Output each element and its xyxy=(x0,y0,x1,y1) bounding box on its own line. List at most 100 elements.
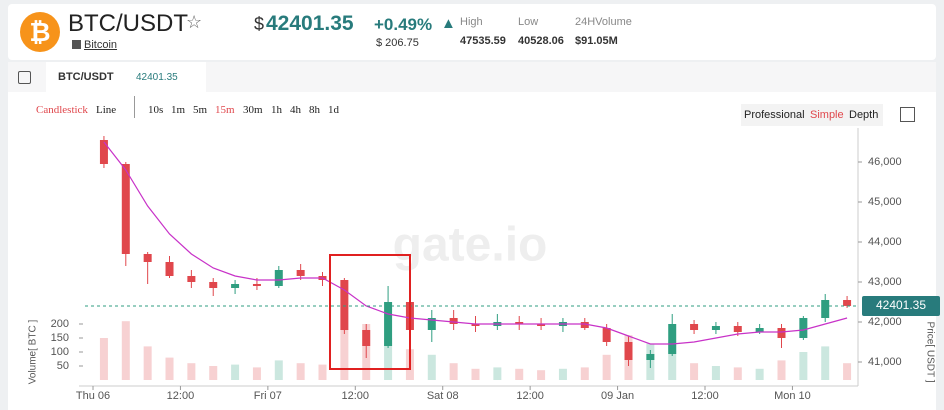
last-price: 42401.35 xyxy=(266,12,354,35)
tab-pair: BTC/USDT xyxy=(58,71,114,83)
tab[interactable]: BTC/USDT 42401.35 xyxy=(46,62,206,92)
candle-body xyxy=(449,318,458,324)
header: ₿ BTC/USDT ☆ Bitcoin $ 42401.35 +0.49% ▲… xyxy=(8,4,936,60)
coin-icon: ₿ xyxy=(20,12,60,52)
candle-body xyxy=(821,300,830,318)
interval-button[interactable]: 1d xyxy=(328,104,339,116)
candle-body xyxy=(274,270,283,286)
y-tick-label: 42,000 xyxy=(868,316,902,328)
chart-card: Candlestick Line 10s 1m 5m 15m 30m 1h 4h 8h 1d Prof… xyxy=(8,92,936,410)
fullscreen-button[interactable] xyxy=(900,107,915,122)
interval-button[interactable]: 15m xyxy=(215,104,235,116)
volume-bar xyxy=(755,368,764,380)
candle-body xyxy=(668,324,677,354)
change-percent: +0.49% xyxy=(374,15,433,34)
volume-bar xyxy=(558,368,567,380)
separator xyxy=(134,96,135,118)
volume-bar xyxy=(537,370,546,380)
candle-body xyxy=(296,270,305,276)
y-tick-label: 46,000 xyxy=(868,156,902,168)
volume-bar xyxy=(471,368,480,380)
candle-body xyxy=(843,300,852,306)
volume-bar xyxy=(274,360,283,380)
y-tick-label: 41,000 xyxy=(868,356,902,368)
candle-body xyxy=(165,262,174,276)
volume-bar xyxy=(711,366,720,380)
volume-bar xyxy=(340,329,349,380)
tab-bar: BTC/USDT 42401.35 xyxy=(8,62,936,92)
volume-bar xyxy=(384,338,393,380)
x-tick-label: 12:00 xyxy=(691,390,719,402)
view-button[interactable]: Professional xyxy=(744,109,805,121)
volume-value: $91.05M xyxy=(575,35,618,47)
volume-bar xyxy=(143,346,152,380)
candle-body xyxy=(362,330,371,346)
volume-bar xyxy=(427,354,436,380)
interval-button[interactable]: 10s xyxy=(148,104,164,116)
candle-body xyxy=(711,326,720,330)
volume-bar xyxy=(821,346,830,380)
price-axis-title: Price[ USDT ] xyxy=(924,322,935,383)
candle-body xyxy=(471,324,480,326)
volume-bar xyxy=(515,368,524,380)
volume-bar xyxy=(843,363,852,380)
last-price-label: 42401.35 xyxy=(876,298,926,312)
interval-button[interactable]: 4h xyxy=(290,104,301,116)
candle-body xyxy=(777,328,786,338)
change-arrow: ▲ xyxy=(441,15,456,32)
interval-button[interactable]: 5m xyxy=(193,104,208,116)
view-button[interactable]: Depth xyxy=(849,109,879,121)
x-tick-label: 12:00 xyxy=(516,390,544,402)
favorite-star[interactable]: ☆ xyxy=(186,12,203,32)
candle-body xyxy=(755,328,764,332)
last-price-tag xyxy=(862,295,940,316)
highlight-box xyxy=(329,254,411,370)
interval-button[interactable]: 1m xyxy=(171,104,186,116)
low-value: 40528.06 xyxy=(518,35,564,47)
volume-bar xyxy=(668,340,677,380)
candle-body xyxy=(121,164,130,254)
candle-body xyxy=(646,354,655,360)
volume-bar xyxy=(733,367,742,380)
y-tick-label: 44,000 xyxy=(868,236,902,248)
interval-button[interactable]: 1h xyxy=(271,104,282,116)
x-tick-label: Mon 10 xyxy=(774,390,811,402)
low-label: Low xyxy=(518,16,539,28)
volume-bar xyxy=(493,367,502,380)
candle-body xyxy=(427,318,436,330)
x-tick-label: Sat 08 xyxy=(427,390,459,402)
volume-bar xyxy=(449,363,458,380)
volume-bar xyxy=(99,338,108,380)
x-tick-label: Thu 06 xyxy=(76,390,110,402)
interval-button[interactable]: 8h xyxy=(309,104,320,116)
volume-bar xyxy=(777,360,786,380)
candle-body xyxy=(99,140,108,164)
volume-bar xyxy=(690,363,699,380)
x-tick-label: Fri 07 xyxy=(254,390,282,402)
chart-type-button[interactable]: Line xyxy=(96,104,117,116)
volume-bar xyxy=(580,367,589,380)
volume-bar xyxy=(252,367,261,380)
interval-button[interactable]: 30m xyxy=(243,104,263,116)
candle-body xyxy=(340,280,349,330)
candle-body xyxy=(231,284,240,288)
view-button[interactable]: Simple xyxy=(810,109,844,121)
candle-body xyxy=(537,324,546,326)
pair: BTC/USDT xyxy=(68,10,188,37)
x-tick-label: 12:00 xyxy=(167,390,195,402)
candle-body xyxy=(602,328,611,342)
volume-tick-label: 200 xyxy=(51,318,69,330)
volume-label: 24HVolume xyxy=(575,16,632,28)
grid-icon[interactable] xyxy=(18,71,31,84)
candle-body xyxy=(209,282,218,288)
volume-bar xyxy=(165,357,174,380)
volume-bar xyxy=(602,354,611,380)
volume-bar xyxy=(121,321,130,380)
coin-link[interactable]: Bitcoin xyxy=(84,39,118,51)
x-tick-label: 09 Jan xyxy=(601,390,634,402)
candle-body xyxy=(187,276,196,282)
chart-type-button[interactable]: Candlestick xyxy=(36,104,88,116)
y-tick-label: 43,000 xyxy=(868,276,902,288)
volume-tick-label: 50 xyxy=(57,360,69,372)
